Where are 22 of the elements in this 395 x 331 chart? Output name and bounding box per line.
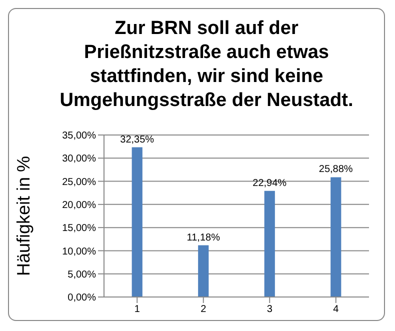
y-tick-label: 10,00% bbox=[62, 246, 96, 258]
chart-title: Zur BRN soll auf der Prießnitzstraße auch etwas stattfinden, wir sind keine Umgehungsstraße der Neustadt. bbox=[59, 17, 354, 113]
data-label: 22,94% bbox=[252, 178, 287, 189]
x-tick-label: 1 bbox=[134, 304, 140, 316]
y-tick-label: 30,00% bbox=[62, 154, 96, 165]
data-label: 32,35% bbox=[120, 134, 154, 146]
bar bbox=[264, 190, 275, 297]
y-tick-label: 15,00% bbox=[62, 223, 96, 234]
data-label: 25,88% bbox=[318, 164, 353, 176]
data-label: 11,18% bbox=[186, 232, 220, 244]
y-tick-label: 0,00% bbox=[68, 292, 96, 304]
y-tick-label: 5,00% bbox=[68, 269, 96, 280]
x-tick-label: 2 bbox=[200, 304, 207, 316]
bar bbox=[198, 245, 209, 297]
x-tick-label: 3 bbox=[266, 304, 273, 316]
y-axis-title: Häufigkeit in % bbox=[13, 156, 34, 276]
y-tick-label: 35,00% bbox=[62, 130, 96, 142]
bar bbox=[330, 177, 342, 297]
y-tick-label: 25,00% bbox=[62, 176, 96, 188]
bar bbox=[132, 147, 142, 297]
x-tick-label: 4 bbox=[333, 304, 340, 316]
y-tick-label: 20,00% bbox=[62, 200, 96, 211]
